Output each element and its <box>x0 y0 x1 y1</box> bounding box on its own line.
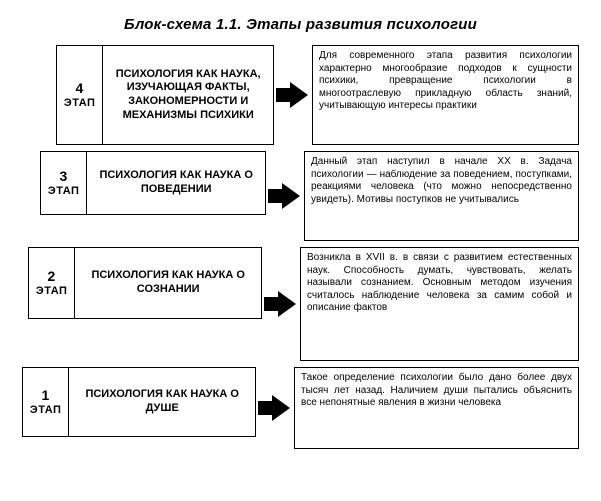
arrow-right-icon <box>258 395 292 421</box>
stage-row-4: 4 ЭТАП ПСИХОЛОГИЯ КАК НАУКА, ИЗУЧАЮЩАЯ Ф… <box>56 45 579 145</box>
stage-row-3: 3 ЭТАП ПСИХОЛОГИЯ КАК НАУКА О ПОВЕДЕНИИ … <box>40 151 579 241</box>
stage-label: ПСИХОЛОГИЯ КАК НАУКА, ИЗУЧАЮЩАЯ ФАКТЫ, З… <box>103 46 273 144</box>
arrow-wrap <box>256 367 294 449</box>
stage-number-value: 3 <box>60 169 68 184</box>
arrow-right-icon <box>268 183 302 209</box>
stage-row-2: 2 ЭТАП ПСИХОЛОГИЯ КАК НАУКА О СОЗНАНИИ В… <box>28 247 579 361</box>
arrow-wrap <box>274 45 312 145</box>
stage-number: 2 ЭТАП <box>29 248 75 318</box>
stage-description: Для современного этапа развития психолог… <box>312 45 579 145</box>
stage-number-word: ЭТАП <box>48 185 80 197</box>
stage-box-1: 1 ЭТАП ПСИХОЛОГИЯ КАК НАУКА О ДУШЕ <box>22 367 256 437</box>
stage-number-value: 4 <box>76 81 84 96</box>
stage-number-value: 2 <box>48 269 56 284</box>
stage-number: 1 ЭТАП <box>23 368 69 436</box>
stage-label: ПСИХОЛОГИЯ КАК НАУКА О ПОВЕДЕНИИ <box>87 152 265 214</box>
stage-description: Возникла в XVII в. в связи с развитием е… <box>300 247 579 361</box>
stage-number-word: ЭТАП <box>30 404 62 416</box>
stage-box-2: 2 ЭТАП ПСИХОЛОГИЯ КАК НАУКА О СОЗНАНИИ <box>28 247 262 319</box>
stage-number: 3 ЭТАП <box>41 152 87 214</box>
arrow-right-icon <box>276 82 310 108</box>
stage-box-4: 4 ЭТАП ПСИХОЛОГИЯ КАК НАУКА, ИЗУЧАЮЩАЯ Ф… <box>56 45 274 145</box>
stage-number-word: ЭТАП <box>36 285 68 297</box>
stage-box-3: 3 ЭТАП ПСИХОЛОГИЯ КАК НАУКА О ПОВЕДЕНИИ <box>40 151 266 215</box>
arrow-wrap <box>266 151 304 241</box>
stage-number-value: 1 <box>42 388 50 403</box>
stage-label: ПСИХОЛОГИЯ КАК НАУКА О СОЗНАНИИ <box>75 248 261 318</box>
arrow-wrap <box>262 247 300 361</box>
stage-number: 4 ЭТАП <box>57 46 103 144</box>
arrow-right-icon <box>264 291 298 317</box>
diagram-page: Блок-схема 1.1. Этапы развития психологи… <box>0 0 601 501</box>
stage-row-1: 1 ЭТАП ПСИХОЛОГИЯ КАК НАУКА О ДУШЕ Такое… <box>22 367 579 449</box>
stage-number-word: ЭТАП <box>64 97 96 109</box>
diagram-title: Блок-схема 1.1. Этапы развития психологи… <box>22 16 579 33</box>
stage-description: Такое определение психологии было дано б… <box>294 367 579 449</box>
stage-description: Данный этап наступил в начале XX в. Зада… <box>304 151 579 241</box>
stage-label: ПСИХОЛОГИЯ КАК НАУКА О ДУШЕ <box>69 368 255 436</box>
